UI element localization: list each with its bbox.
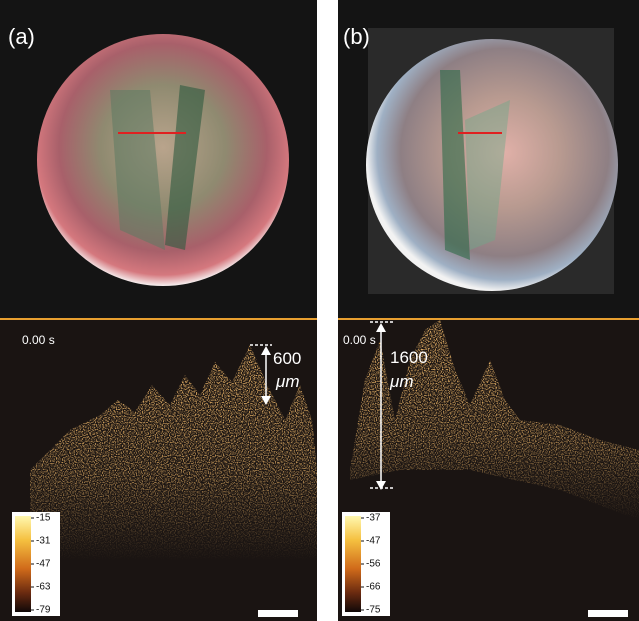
colorbar-tick-label: -47: [36, 559, 51, 570]
colorbar-tick-label: -15: [36, 513, 51, 524]
colorbar-tick-label: -63: [36, 582, 51, 593]
colorbar: [15, 516, 31, 612]
measure-value: 1600: [390, 348, 428, 367]
time-label: 0.00 s: [343, 333, 376, 347]
measure-unit: μm: [275, 372, 299, 391]
colorbar-tick-label: -31: [36, 536, 51, 547]
colorbar-tick-label: -79: [36, 605, 51, 616]
measure-value: 600: [273, 349, 301, 368]
colorbar-tick-label: -75: [366, 605, 381, 616]
colorbar: [345, 516, 361, 612]
colorbar-tick-label: -47: [366, 536, 381, 547]
panel-label: (b): [343, 24, 370, 49]
colorbar-tick-label: -66: [366, 582, 381, 593]
colorbar-tick-label: -56: [366, 559, 381, 570]
panel-label: (a): [8, 24, 35, 49]
scale-bar: [258, 610, 298, 617]
measure-unit: μm: [389, 372, 413, 391]
time-label: 0.00 s: [22, 333, 55, 347]
colorbar-tick-label: -37: [366, 513, 381, 524]
scale-bar: [588, 610, 628, 617]
figure: (a) (b) 0.00 s 600 μm 0.00 s 1600 μm -15…: [0, 0, 639, 621]
